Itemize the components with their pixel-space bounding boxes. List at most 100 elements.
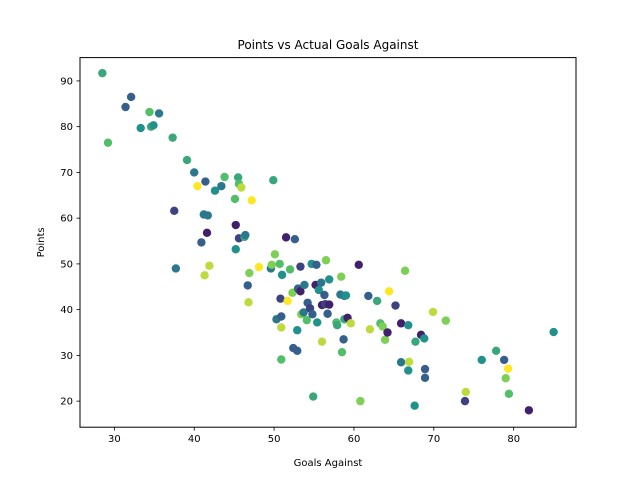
data-point [504,389,514,399]
data-point [317,278,326,287]
data-point [126,92,136,102]
data-point [241,230,250,240]
data-point [277,312,286,321]
data-point [190,168,199,177]
data-point [308,310,317,319]
data-point [321,256,331,265]
y-tick-label: 60 [60,214,73,225]
data-point [149,121,158,130]
y-tick-label: 80 [60,122,73,133]
data-point [302,315,312,325]
data-point [339,335,348,344]
data-point [356,396,365,406]
data-point [168,133,177,142]
data-point [341,291,351,300]
data-point [346,319,355,328]
data-point [337,347,347,357]
data-point [336,272,346,281]
data-point [170,206,179,216]
data-point [372,296,382,306]
chart-title: Points vs Actual Goals Against [238,38,419,52]
x-tick-label: 30 [108,434,121,445]
data-point [231,245,240,254]
y-tick-label: 20 [60,397,73,408]
data-point [323,309,332,318]
data-point [396,358,406,367]
points-layer [98,68,558,415]
data-point [404,320,413,330]
data-point [171,264,181,273]
data-point [441,316,451,325]
data-point [270,250,280,259]
x-axis-label: Goals Against [294,458,363,469]
data-point [231,220,240,230]
data-point [233,173,243,182]
x-tick-label: 70 [427,434,440,445]
data-point [378,322,387,331]
data-point [154,109,164,118]
data-point [145,107,154,117]
y-tick-label: 50 [60,259,73,270]
data-point [491,346,501,356]
data-point [285,265,295,274]
data-point [296,262,305,271]
x-tick-label: 40 [188,434,201,445]
data-point [365,325,375,334]
data-point [245,268,254,278]
data-point [503,364,513,373]
data-point [296,287,305,296]
x-tick-label: 50 [268,434,281,445]
data-point [202,228,212,237]
data-point [477,355,486,365]
data-point [299,308,308,317]
y-tick-label: 90 [60,76,73,87]
data-point [182,155,192,165]
x-axis: 30 40 50 60 70 80 [108,427,520,445]
data-point [524,406,534,415]
data-point [136,123,145,133]
data-point [420,364,430,374]
data-point [325,275,334,284]
data-point [277,355,286,364]
data-point [201,177,210,186]
data-point [332,320,342,330]
data-point [103,138,113,147]
data-point [197,238,206,247]
data-point [200,271,209,280]
x-tick-label: 80 [507,434,520,445]
data-point [383,328,392,337]
data-point [275,259,284,269]
y-axis: 20 30 40 50 60 70 80 90 [60,76,80,408]
data-point [317,337,327,346]
data-point [420,373,430,382]
data-point [243,281,252,290]
data-point [380,335,390,345]
data-point [325,300,334,309]
data-point [300,280,309,290]
data-point [281,233,291,242]
data-point [237,183,246,192]
data-point [210,186,220,195]
data-point [193,181,202,191]
data-point [277,323,286,332]
data-point [354,260,363,270]
x-tick-label: 60 [348,434,361,445]
y-tick-label: 70 [60,168,73,179]
y-tick-label: 40 [60,305,73,316]
data-point [501,374,510,383]
data-point [121,102,130,112]
data-point [313,318,322,327]
plot-frame [79,57,577,428]
data-point [410,401,419,410]
data-point [293,326,302,335]
data-point [254,262,264,272]
data-point [293,346,302,356]
data-point [460,396,470,406]
data-point [391,301,400,310]
y-axis-label: Points [36,227,47,257]
data-point [364,291,373,301]
data-point [267,260,276,270]
data-point [312,260,321,270]
